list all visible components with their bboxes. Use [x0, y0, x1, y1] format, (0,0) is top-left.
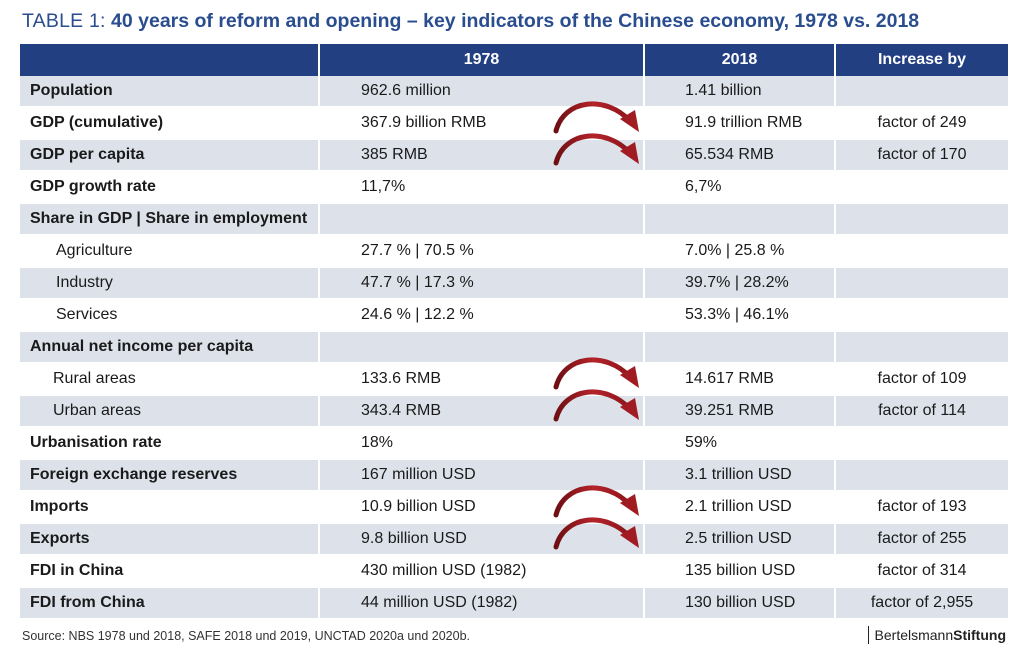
value-2018-cell — [644, 203, 836, 236]
value-2018-cell: 1.41 billion — [644, 76, 836, 108]
value-1978-cell — [319, 203, 645, 236]
header-row: 1978 2018 Increase by — [20, 44, 1008, 76]
table-title: TABLE 1: 40 years of reform and opening … — [22, 8, 1012, 34]
increase-cell — [835, 235, 1008, 268]
table-row: Exports 9.8 billion USD 2.5 trillion USD fa… — [20, 523, 1008, 556]
table-row: Urbanisation rate 18% 59% — [20, 427, 1008, 460]
table-row: GDP growth rate 11,7% 6,7% — [20, 171, 1008, 204]
value-2018-cell — [644, 331, 836, 364]
table-row: Population 962.6 million 1.41 billion — [20, 76, 1008, 108]
indicator-cell: Urbanisation rate — [20, 427, 320, 460]
increase-cell — [835, 427, 1008, 460]
bertelsmann-stiftung-logo: BertelsmannStiftung — [867, 626, 1006, 644]
indicator-cell: Exports — [20, 523, 320, 556]
table-row: Imports 10.9 billion USD 2.1 trillion USD f… — [20, 491, 1008, 524]
value-1978-cell: 44 million USD (1982) — [319, 587, 645, 620]
value-1978-cell: 18% — [319, 427, 645, 460]
value-1978-cell: 133.6 RMB — [319, 363, 645, 396]
indicator-cell: GDP (cumulative) — [20, 107, 320, 140]
header-2018: 2018 — [644, 44, 836, 76]
increase-cell: factor of 170 — [835, 139, 1008, 172]
logo-part-1: Bertelsmann — [874, 627, 954, 643]
increase-cell — [835, 203, 1008, 236]
increase-cell: factor of 255 — [835, 523, 1008, 556]
table-body: Population 962.6 million 1.41 billion GDP (… — [20, 76, 1008, 620]
indicator-cell: Population — [20, 76, 320, 108]
value-2018-cell: 91.9 trillion RMB — [644, 107, 836, 140]
value-2018-cell: 2.5 trillion USD — [644, 523, 836, 556]
value-1978-cell: 47.7 % | 17.3 % — [319, 267, 645, 300]
value-1978-cell: 343.4 RMB — [319, 395, 645, 428]
value-2018-cell: 135 billion USD — [644, 555, 836, 588]
indicator-cell: Industry — [20, 267, 320, 300]
increase-cell — [835, 171, 1008, 204]
value-2018-cell: 39.251 RMB — [644, 395, 836, 428]
indicator-cell: GDP growth rate — [20, 171, 320, 204]
increase-cell — [835, 267, 1008, 300]
value-1978-cell: 27.7 % | 70.5 % — [319, 235, 645, 268]
table-row: Rural areas 133.6 RMB 14.617 RMB factor of … — [20, 363, 1008, 396]
value-1978-cell: 367.9 billion RMB — [319, 107, 645, 140]
increase-cell — [835, 299, 1008, 332]
increase-cell — [835, 76, 1008, 108]
value-1978-cell: 167 million USD — [319, 459, 645, 492]
table-row: Agriculture 27.7 % | 70.5 % 7.0% | 25.8 % — [20, 235, 1008, 268]
table-row: FDI from China 44 million USD (1982) 130 b… — [20, 587, 1008, 620]
header-increase: Increase by — [835, 44, 1008, 76]
value-2018-cell: 7.0% | 25.8 % — [644, 235, 836, 268]
table-row: Share in GDP | Share in employment — [20, 203, 1008, 236]
value-1978-cell: 962.6 million — [319, 76, 645, 108]
table-row: GDP (cumulative) 367.9 billion RMB 91.9 tr… — [20, 107, 1008, 140]
indicator-cell: GDP per capita — [20, 139, 320, 172]
table-row: Foreign exchange reserves 167 million USD… — [20, 459, 1008, 492]
logo-part-2: Stiftung — [953, 627, 1006, 643]
source-note: Source: NBS 1978 und 2018, SAFE 2018 und… — [22, 629, 470, 643]
value-1978-cell: 385 RMB — [319, 139, 645, 172]
value-1978-cell — [319, 331, 645, 364]
indicator-cell: Rural areas — [20, 363, 320, 396]
value-1978-cell: 10.9 billion USD — [319, 491, 645, 524]
increase-cell: factor of 114 — [835, 395, 1008, 428]
increase-cell: factor of 109 — [835, 363, 1008, 396]
table-row: FDI in China 430 million USD (1982) 135 bi… — [20, 555, 1008, 588]
value-1978-cell: 11,7% — [319, 171, 645, 204]
value-1978-cell: 9.8 billion USD — [319, 523, 645, 556]
indicator-cell: Annual net income per capita — [20, 331, 320, 364]
value-2018-cell: 3.1 trillion USD — [644, 459, 836, 492]
header-1978: 1978 — [319, 44, 645, 76]
value-2018-cell: 130 billion USD — [644, 587, 836, 620]
table-row: Annual net income per capita — [20, 331, 1008, 364]
table-row: Urban areas 343.4 RMB 39.251 RMB factor of … — [20, 395, 1008, 428]
value-2018-cell: 14.617 RMB — [644, 363, 836, 396]
increase-cell: factor of 249 — [835, 107, 1008, 140]
increase-cell — [835, 331, 1008, 364]
indicator-cell: Share in GDP | Share in employment — [20, 203, 320, 236]
table-row: GDP per capita 385 RMB 65.534 RMB factor of… — [20, 139, 1008, 172]
increase-cell: factor of 193 — [835, 491, 1008, 524]
value-2018-cell: 2.1 trillion USD — [644, 491, 836, 524]
indicator-cell: Services — [20, 299, 320, 332]
increase-cell — [835, 459, 1008, 492]
table-heading: 40 years of reform and opening – key ind… — [111, 10, 920, 32]
value-2018-cell: 59% — [644, 427, 836, 460]
table-row: Services 24.6 % | 12.2 % 53.3% | 46.1% — [20, 299, 1008, 332]
table-row: Industry 47.7 % | 17.3 % 39.7% | 28.2% — [20, 267, 1008, 300]
increase-cell: factor of 314 — [835, 555, 1008, 588]
value-2018-cell: 6,7% — [644, 171, 836, 204]
value-2018-cell: 39.7% | 28.2% — [644, 267, 836, 300]
indicator-cell: Agriculture — [20, 235, 320, 268]
indicator-cell: Urban areas — [20, 395, 320, 428]
value-2018-cell: 65.534 RMB — [644, 139, 836, 172]
value-2018-cell: 53.3% | 46.1% — [644, 299, 836, 332]
indicator-cell: Foreign exchange reserves — [20, 459, 320, 492]
indicator-cell: Imports — [20, 491, 320, 524]
header-indicator — [20, 44, 320, 76]
value-1978-cell: 430 million USD (1982) — [319, 555, 645, 588]
indicators-table: 1978 2018 Increase by Population 962.6 mi… — [20, 44, 1008, 620]
increase-cell: factor of 2,955 — [835, 587, 1008, 620]
indicator-cell: FDI from China — [20, 587, 320, 620]
indicator-cell: FDI in China — [20, 555, 320, 588]
value-1978-cell: 24.6 % | 12.2 % — [319, 299, 645, 332]
table-number: TABLE 1: — [22, 10, 106, 32]
